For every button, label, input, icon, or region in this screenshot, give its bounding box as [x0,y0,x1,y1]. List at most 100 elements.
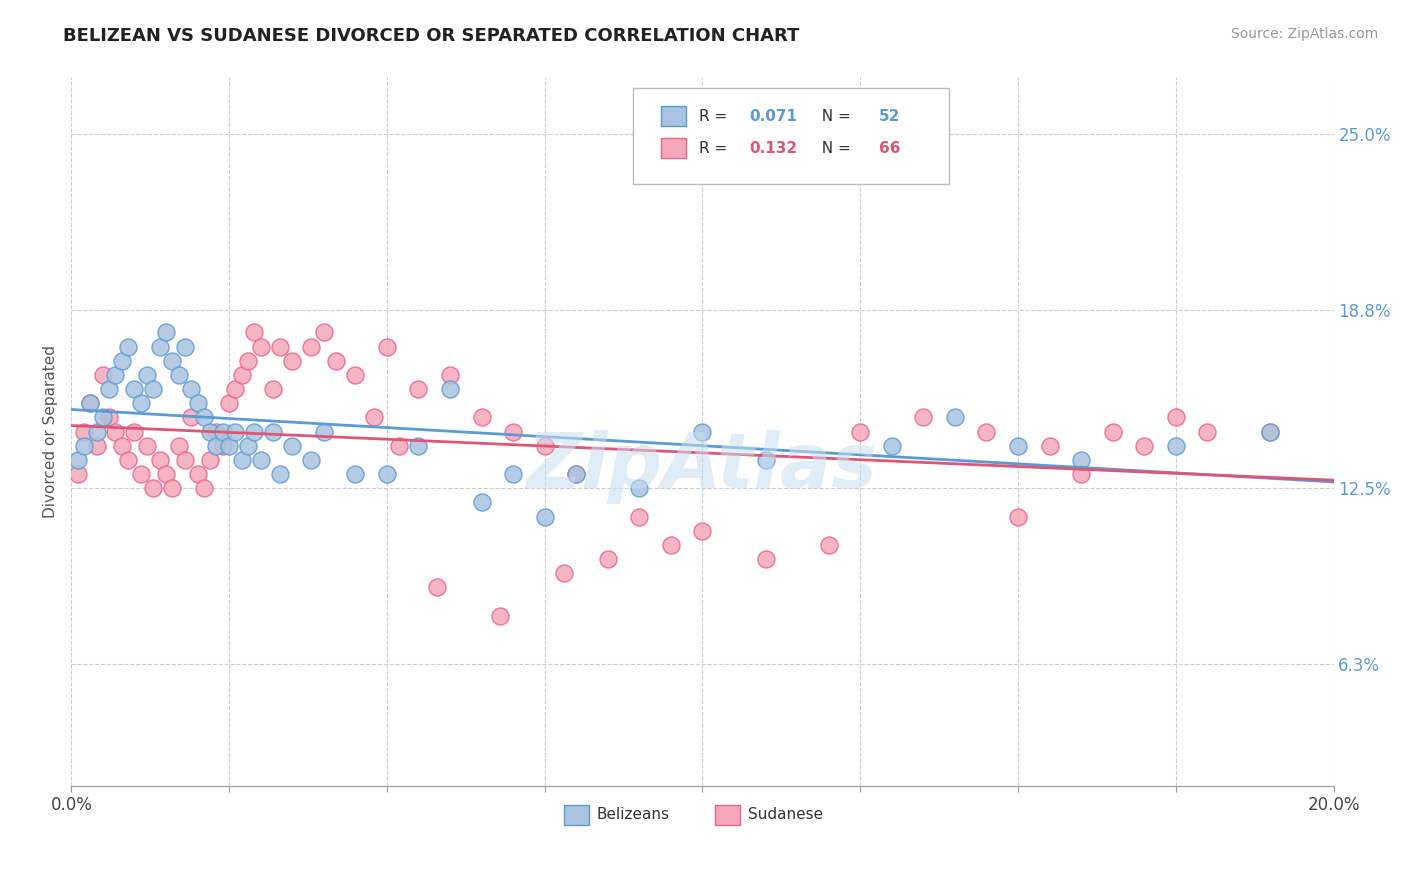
Point [880,439,903,453]
Point [136,368,159,382]
Point [117,340,139,354]
Point [817,538,839,552]
Point [565,467,588,481]
Point [211,439,233,453]
Text: Sudanese: Sudanese [748,807,823,822]
Point [439,382,461,396]
Point [1070,453,1092,467]
Point [1133,439,1156,453]
Point [312,326,335,340]
Point [388,439,411,453]
Point [193,410,215,425]
Point [269,340,291,354]
Point [628,481,651,495]
Point [312,425,335,439]
Point [269,467,291,481]
Point [249,340,271,354]
Point [976,425,998,439]
Point [502,467,524,481]
Point [299,340,322,354]
Point [104,425,127,439]
Point [533,509,555,524]
Point [754,453,776,467]
Point [142,382,165,396]
Point [1007,509,1029,524]
Text: R =: R = [699,141,731,156]
Point [180,410,202,425]
Point [117,453,139,467]
Point [155,326,177,340]
Point [198,425,221,439]
Point [1007,439,1029,453]
Point [98,382,121,396]
Point [73,425,96,439]
Point [174,340,197,354]
Point [470,410,492,425]
Point [186,467,208,481]
Point [262,382,284,396]
Point [344,368,367,382]
Point [236,353,259,368]
Text: N =: N = [813,109,856,124]
Text: 0.071: 0.071 [749,109,797,124]
Point [79,396,101,410]
Point [231,453,253,467]
Point [470,495,492,509]
Point [1101,425,1123,439]
Point [205,439,228,453]
Point [849,425,872,439]
Point [692,425,714,439]
Text: Belizeans: Belizeans [596,807,669,822]
Point [162,353,184,368]
Point [205,425,228,439]
Point [502,425,524,439]
Point [174,453,197,467]
Y-axis label: Divorced or Separated: Divorced or Separated [44,345,58,518]
FancyBboxPatch shape [633,88,949,184]
Point [281,439,304,453]
Point [142,481,165,495]
Text: N =: N = [813,141,856,156]
Point [149,340,172,354]
FancyBboxPatch shape [661,138,686,158]
Point [553,566,575,581]
Point [104,368,127,382]
Point [224,382,246,396]
Point [249,453,271,467]
Point [186,396,208,410]
Point [408,382,430,396]
Point [79,396,101,410]
Point [91,368,114,382]
Point [1260,425,1282,439]
Point [325,353,347,368]
Point [363,410,385,425]
Point [167,368,190,382]
Point [1164,439,1187,453]
Point [218,396,240,410]
FancyBboxPatch shape [564,805,589,825]
Text: 52: 52 [879,109,900,124]
Point [66,467,89,481]
Point [344,467,367,481]
Point [162,481,184,495]
Point [111,439,134,453]
Point [1260,425,1282,439]
Point [73,439,96,453]
Point [149,453,172,467]
Point [912,410,935,425]
Point [243,425,266,439]
Point [167,439,190,453]
Point [439,368,461,382]
Point [155,467,177,481]
Point [129,396,152,410]
Point [231,368,253,382]
Point [1164,410,1187,425]
Point [628,509,651,524]
Point [243,326,266,340]
Point [408,439,430,453]
Point [66,453,89,467]
FancyBboxPatch shape [716,805,741,825]
Point [136,439,159,453]
Text: R =: R = [699,109,731,124]
Text: 66: 66 [879,141,901,156]
